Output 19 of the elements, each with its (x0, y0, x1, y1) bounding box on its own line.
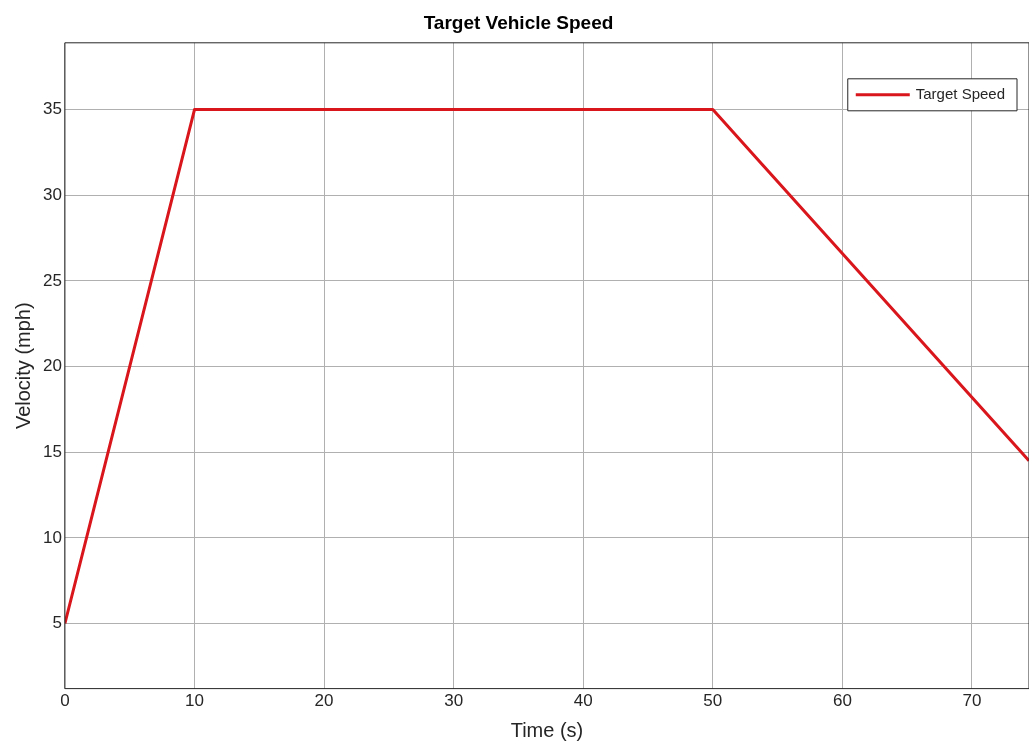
x-tick-label: 20 (314, 691, 334, 711)
y-tick-label: 35 (42, 99, 62, 119)
x-axis-title: Time (s) (510, 718, 584, 741)
x-tick-label: 60 (832, 691, 852, 711)
y-tick-label: 5 (52, 613, 62, 633)
y-axis-title: Velocity (mph) (11, 302, 34, 430)
y-tick-label: 15 (42, 441, 62, 461)
x-tick-label: 0 (60, 691, 70, 711)
y-tick-label: 25 (42, 270, 62, 290)
chart-title: Target Vehicle Speed (423, 11, 614, 33)
y-tick-label: 10 (42, 527, 62, 547)
y-tick-label: 30 (42, 184, 62, 204)
legend-label: Target Speed (915, 84, 1005, 102)
x-tick-label: 40 (573, 691, 593, 711)
x-tick-label: 10 (185, 691, 204, 711)
x-tick-label: 70 (962, 691, 982, 711)
x-tick-label: 30 (444, 691, 464, 711)
x-tick-label: 50 (703, 691, 723, 711)
y-tick-label: 20 (42, 356, 62, 376)
